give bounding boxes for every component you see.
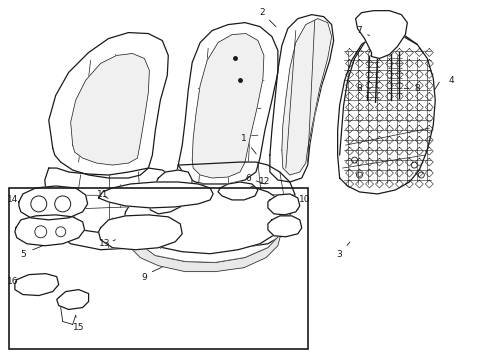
Text: 5: 5 (20, 250, 26, 259)
Polygon shape (178, 23, 277, 185)
Polygon shape (99, 215, 182, 250)
Polygon shape (71, 54, 149, 165)
Text: 15: 15 (73, 315, 84, 332)
Text: 14: 14 (7, 195, 19, 204)
Text: 13: 13 (99, 239, 115, 248)
Text: 4: 4 (447, 76, 453, 85)
Polygon shape (267, 194, 299, 215)
Polygon shape (99, 182, 213, 208)
Text: 12: 12 (250, 177, 270, 187)
Polygon shape (15, 215, 84, 246)
Text: 1: 1 (241, 134, 256, 154)
Text: 9: 9 (141, 273, 147, 282)
Polygon shape (49, 32, 168, 178)
Text: 8: 8 (404, 84, 419, 93)
Polygon shape (15, 274, 59, 296)
Text: 6: 6 (244, 174, 265, 184)
Text: 3: 3 (336, 242, 349, 259)
Text: 2: 2 (259, 8, 275, 27)
Polygon shape (218, 182, 258, 200)
Polygon shape (267, 216, 301, 237)
Text: 10: 10 (297, 195, 310, 210)
Polygon shape (57, 289, 88, 310)
Polygon shape (355, 11, 407, 58)
Bar (9, 188, 307, 349)
Polygon shape (192, 33, 264, 178)
Polygon shape (337, 35, 434, 194)
Polygon shape (124, 184, 285, 254)
Polygon shape (175, 162, 294, 235)
Polygon shape (128, 234, 280, 272)
Polygon shape (45, 168, 185, 234)
Text: 11: 11 (97, 190, 108, 199)
Text: 7: 7 (356, 26, 369, 36)
Polygon shape (148, 170, 192, 214)
Text: 16: 16 (7, 277, 19, 286)
Polygon shape (19, 186, 87, 220)
Polygon shape (281, 19, 331, 175)
Polygon shape (269, 15, 333, 182)
Text: 8: 8 (356, 84, 369, 93)
